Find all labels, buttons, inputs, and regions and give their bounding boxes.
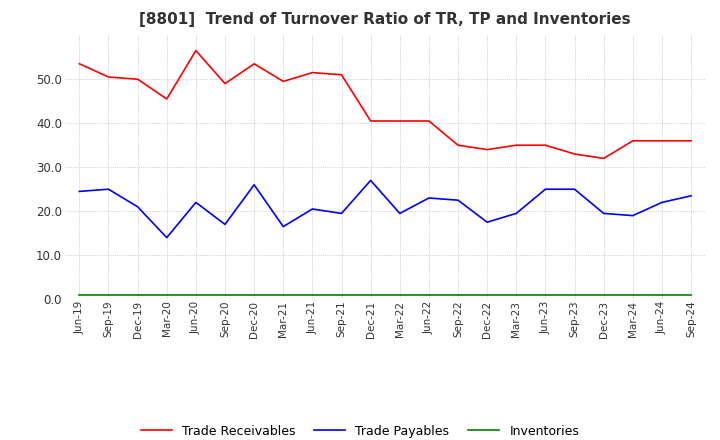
Inventories [133,292,142,297]
Trade Receivables [366,118,375,124]
Inventories [366,292,375,297]
Trade Payables [629,213,637,218]
Trade Payables [425,195,433,201]
Trade Receivables [512,143,521,148]
Trade Payables [512,211,521,216]
Trade Receivables [657,138,666,143]
Trade Payables [541,187,550,192]
Trade Payables [75,189,84,194]
Inventories [687,292,696,297]
Trade Receivables [279,79,287,84]
Trade Receivables [250,61,258,66]
Title: [8801]  Trend of Turnover Ratio of TR, TP and Inventories: [8801] Trend of Turnover Ratio of TR, TP… [140,12,631,27]
Trade Receivables [337,72,346,77]
Inventories [425,292,433,297]
Trade Receivables [163,96,171,102]
Inventories [454,292,462,297]
Trade Payables [454,198,462,203]
Trade Receivables [133,77,142,82]
Inventories [541,292,550,297]
Trade Payables [687,193,696,198]
Inventories [308,292,317,297]
Trade Receivables [395,118,404,124]
Trade Payables [366,178,375,183]
Trade Payables [250,182,258,187]
Trade Payables [337,211,346,216]
Inventories [629,292,637,297]
Inventories [220,292,229,297]
Trade Payables [279,224,287,229]
Inventories [483,292,492,297]
Trade Payables [570,187,579,192]
Trade Payables [192,200,200,205]
Trade Payables [657,200,666,205]
Trade Payables [133,204,142,209]
Trade Receivables [483,147,492,152]
Trade Payables [483,220,492,225]
Inventories [570,292,579,297]
Trade Receivables [220,81,229,86]
Trade Payables [104,187,113,192]
Trade Receivables [599,156,608,161]
Trade Payables [395,211,404,216]
Trade Payables [163,235,171,240]
Trade Receivables [425,118,433,124]
Inventories [163,292,171,297]
Inventories [75,292,84,297]
Inventories [104,292,113,297]
Inventories [250,292,258,297]
Trade Receivables [629,138,637,143]
Inventories [657,292,666,297]
Inventories [599,292,608,297]
Trade Payables [599,211,608,216]
Trade Receivables [454,143,462,148]
Inventories [192,292,200,297]
Line: Trade Payables: Trade Payables [79,180,691,238]
Trade Receivables [687,138,696,143]
Trade Receivables [75,61,84,66]
Trade Receivables [308,70,317,75]
Inventories [279,292,287,297]
Inventories [337,292,346,297]
Inventories [395,292,404,297]
Legend: Trade Receivables, Trade Payables, Inventories: Trade Receivables, Trade Payables, Inven… [135,420,585,440]
Trade Payables [220,222,229,227]
Trade Receivables [104,74,113,80]
Trade Receivables [541,143,550,148]
Trade Receivables [192,48,200,53]
Trade Receivables [570,151,579,157]
Trade Payables [308,206,317,212]
Line: Trade Receivables: Trade Receivables [79,51,691,158]
Inventories [512,292,521,297]
